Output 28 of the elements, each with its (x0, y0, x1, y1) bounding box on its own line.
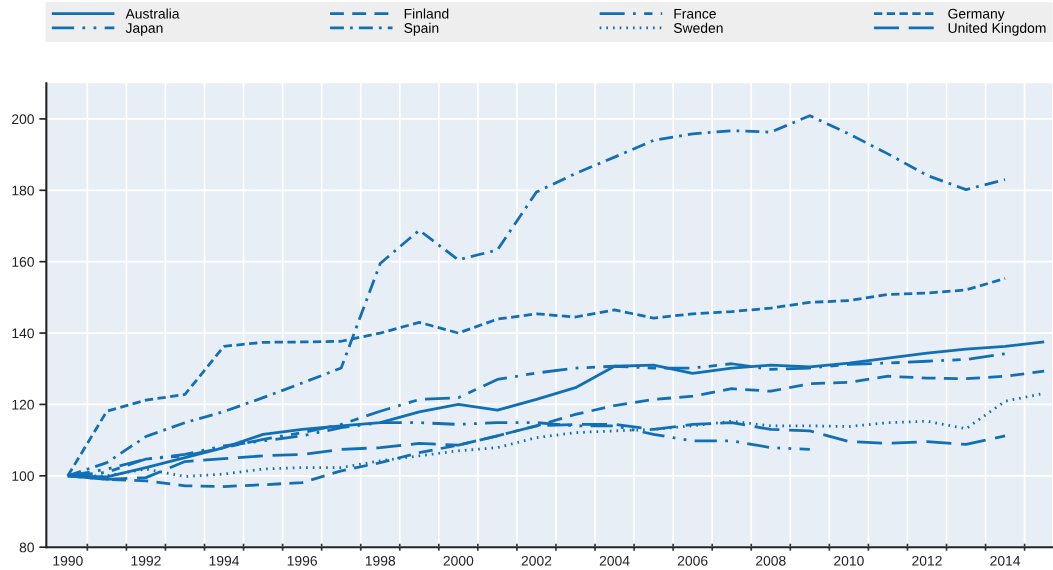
x-tick-label: 2010 (834, 555, 864, 566)
x-tick-label: 1994 (209, 555, 240, 566)
x-tick-label: 1992 (131, 555, 161, 566)
y-tick-label: 80 (19, 542, 34, 553)
x-tick-label: 1990 (53, 555, 83, 566)
legend-label: Germany (948, 8, 1005, 22)
x-tick-label: 2004 (599, 555, 630, 566)
y-tick-label: 140 (12, 328, 34, 339)
legend-label: Sweden (673, 22, 723, 33)
legend-label: United Kingdom (948, 22, 1046, 36)
x-tick-label: 1998 (365, 555, 396, 566)
y-tick-label: 180 (12, 185, 34, 196)
x-tick-label: 2002 (521, 555, 552, 566)
legend-label: Australia (125, 8, 180, 19)
x-tick-label: 2012 (912, 555, 942, 566)
x-tick-label: 2008 (756, 555, 786, 566)
x-tick-label: 1996 (287, 555, 317, 566)
legend-label: Finland (404, 8, 449, 19)
x-tick-label: 2000 (443, 555, 474, 566)
x-tick-label: 2006 (677, 555, 708, 566)
x-tick-label: 2014 (990, 555, 1021, 566)
legend-label: Japan (125, 23, 163, 36)
legend-label: France (674, 8, 716, 19)
y-tick-label: 160 (12, 257, 34, 267)
y-tick-label: 100 (12, 471, 34, 481)
y-tick-label: 120 (12, 399, 34, 410)
y-tick-label: 200 (12, 114, 34, 125)
legend-label: Spain (404, 22, 439, 36)
